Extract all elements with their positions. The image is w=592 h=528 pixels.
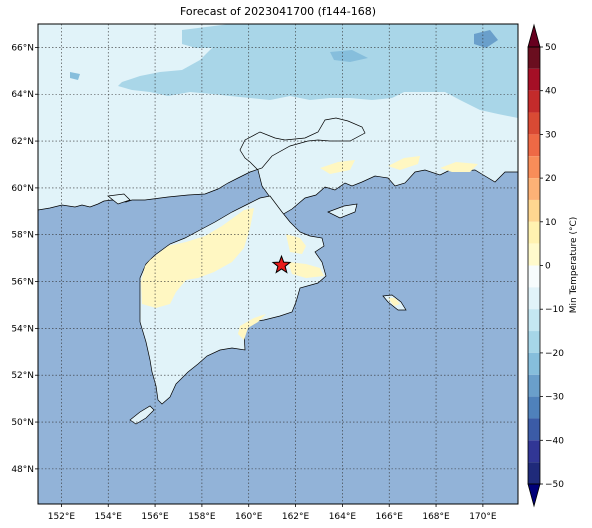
colorbar-tick-label: −50 bbox=[545, 480, 564, 490]
lat-tick-label: 62°N bbox=[11, 137, 34, 147]
lon-tick-label: 162°E bbox=[282, 512, 310, 522]
colorbar-tick-label: 40 bbox=[545, 87, 557, 97]
colorbar-bin bbox=[528, 90, 540, 113]
colorbar-tick-label: −20 bbox=[545, 349, 564, 359]
colorbar-bin bbox=[528, 47, 540, 69]
map-frame bbox=[37, 23, 519, 505]
lat-tick-label: 48°N bbox=[11, 465, 34, 475]
cold-zone bbox=[330, 50, 368, 62]
lat-tick-label: 52°N bbox=[11, 371, 34, 381]
lon-tick-label: 164°E bbox=[329, 512, 357, 522]
lon-tick-label: 152°E bbox=[48, 512, 76, 522]
lon-tick-label: 154°E bbox=[95, 512, 123, 522]
colorbar-bin bbox=[528, 68, 540, 91]
colorbar-bin bbox=[528, 134, 540, 157]
colorbar-bin bbox=[528, 287, 540, 310]
colorbar-bin bbox=[528, 156, 540, 179]
warm-zone bbox=[141, 208, 254, 308]
warm-zone bbox=[238, 314, 266, 340]
colorbar-bin bbox=[528, 199, 540, 222]
lat-tick-label: 66°N bbox=[11, 43, 34, 53]
warm-zone bbox=[286, 234, 306, 254]
latitude-ticks: 48°N 50°N 52°N 54°N 56°N 58°N 60°N 62°N 64°N 66°N bbox=[11, 43, 38, 475]
colorbar-bin bbox=[528, 418, 540, 441]
colorbar-tick-label: 50 bbox=[545, 43, 557, 53]
plot-title: Forecast of 2023041700 (f144-168) bbox=[179, 5, 377, 18]
lat-tick-label: 64°N bbox=[11, 90, 34, 100]
lat-tick-label: 60°N bbox=[11, 184, 34, 194]
warm-zone bbox=[440, 162, 478, 172]
colorbar-bin bbox=[528, 221, 540, 244]
colorbar-bin bbox=[528, 352, 540, 375]
colorbar-extend-bottom bbox=[527, 483, 541, 508]
colorbar-bin bbox=[528, 243, 540, 266]
cold-zone bbox=[70, 72, 80, 80]
lon-tick-label: 158°E bbox=[188, 512, 216, 522]
colorbar-tick-label: 10 bbox=[545, 218, 557, 228]
colorbar-bin bbox=[528, 462, 540, 484]
warm-zone bbox=[388, 156, 420, 170]
colorbar-tick-label: 20 bbox=[545, 174, 557, 184]
colorbar-label: Min Temperature (°C) bbox=[569, 217, 579, 314]
colorbar-extend-top bbox=[527, 23, 541, 48]
colorbar-bin bbox=[528, 440, 540, 463]
colorbar-bin bbox=[528, 331, 540, 353]
colorbar-bin bbox=[528, 178, 540, 200]
red-star-icon bbox=[271, 254, 292, 274]
shantar-island bbox=[107, 193, 131, 205]
colorbar-bin bbox=[528, 265, 540, 288]
lon-tick-label: 166°E bbox=[376, 512, 404, 522]
colorbar-bin bbox=[528, 309, 540, 332]
commander-islands-warm bbox=[388, 298, 400, 306]
colorbar bbox=[527, 23, 541, 508]
lat-tick-label: 50°N bbox=[11, 418, 34, 428]
lon-tick-label: 170°E bbox=[469, 512, 497, 522]
lat-tick-label: 56°N bbox=[11, 278, 34, 288]
lat-tick-label: 58°N bbox=[11, 231, 34, 241]
gridlines bbox=[38, 24, 518, 504]
colorbar-bin bbox=[528, 112, 540, 135]
map-area bbox=[38, 24, 518, 504]
lon-tick-label: 168°E bbox=[422, 512, 450, 522]
paramushir-island bbox=[129, 405, 155, 425]
colorbar-bin bbox=[528, 374, 540, 397]
colorbar-tick-label: −30 bbox=[545, 393, 564, 403]
lat-tick-label: 54°N bbox=[11, 324, 34, 334]
colorbar-tick-label: 0 bbox=[545, 262, 551, 272]
warm-zone bbox=[320, 160, 355, 174]
colorbar-tick-label: 30 bbox=[545, 130, 557, 140]
longitude-ticks: 152°E 154°E 156°E 158°E 160°E 162°E 164°E 166°E… bbox=[48, 504, 497, 522]
lon-tick-label: 160°E bbox=[235, 512, 263, 522]
cold-zone bbox=[474, 30, 498, 48]
warm-zone bbox=[288, 262, 324, 278]
colorbar-bin bbox=[528, 396, 540, 419]
colorbar-ticks: 50 40 30 20 10 0 −10 −20 −30 −40 −50 bbox=[540, 43, 564, 490]
colorbar-tick-label: −10 bbox=[545, 305, 564, 315]
lon-tick-label: 156°E bbox=[141, 512, 169, 522]
colorbar-tick-label: −40 bbox=[545, 436, 564, 446]
